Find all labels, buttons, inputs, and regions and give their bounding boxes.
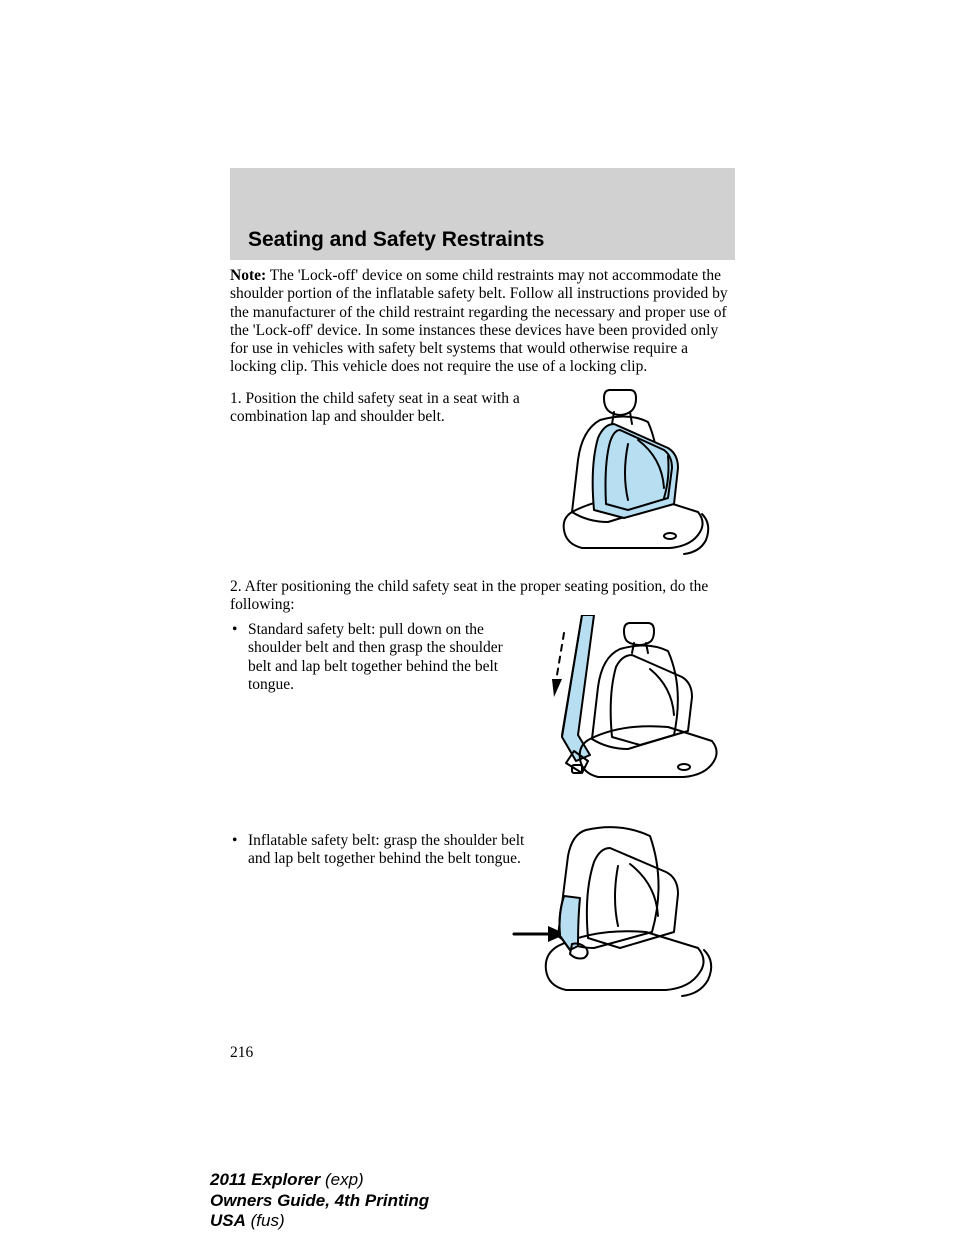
note-text: The 'Lock-off' device on some child rest… xyxy=(230,267,728,375)
page-number: 216 xyxy=(230,1044,253,1062)
footer-line-2: Owners Guide, 4th Printing xyxy=(210,1191,429,1212)
footer-block: 2011 Explorer (exp) Owners Guide, 4th Pr… xyxy=(210,1170,429,1232)
bullet-standard-belt: • Standard safety belt: pull down on the… xyxy=(248,621,528,694)
step-2-text: 2. After positioning the child safety se… xyxy=(230,578,735,615)
figure-child-seat xyxy=(542,384,722,560)
footer-line-1: 2011 Explorer (exp) xyxy=(210,1170,429,1191)
figure-inflatable-belt xyxy=(508,826,724,1014)
bullet-b-text: Inflatable safety belt: grasp the should… xyxy=(248,832,524,867)
bullet-dot-icon: • xyxy=(232,832,237,850)
footer-line-3: USA (fus) xyxy=(210,1211,429,1232)
figure-standard-belt xyxy=(534,615,724,797)
section-title: Seating and Safety Restraints xyxy=(248,228,544,252)
step-1-text: 1. Position the child safety seat in a s… xyxy=(230,390,520,427)
bullet-a-text: Standard safety belt: pull down on the s… xyxy=(248,621,503,693)
note-label: Note: xyxy=(230,267,266,284)
bullet-inflatable-belt: • Inflatable safety belt: grasp the shou… xyxy=(248,832,538,869)
note-paragraph: Note: The 'Lock-off' device on some chil… xyxy=(230,267,735,377)
bullet-dot-icon: • xyxy=(232,621,237,639)
